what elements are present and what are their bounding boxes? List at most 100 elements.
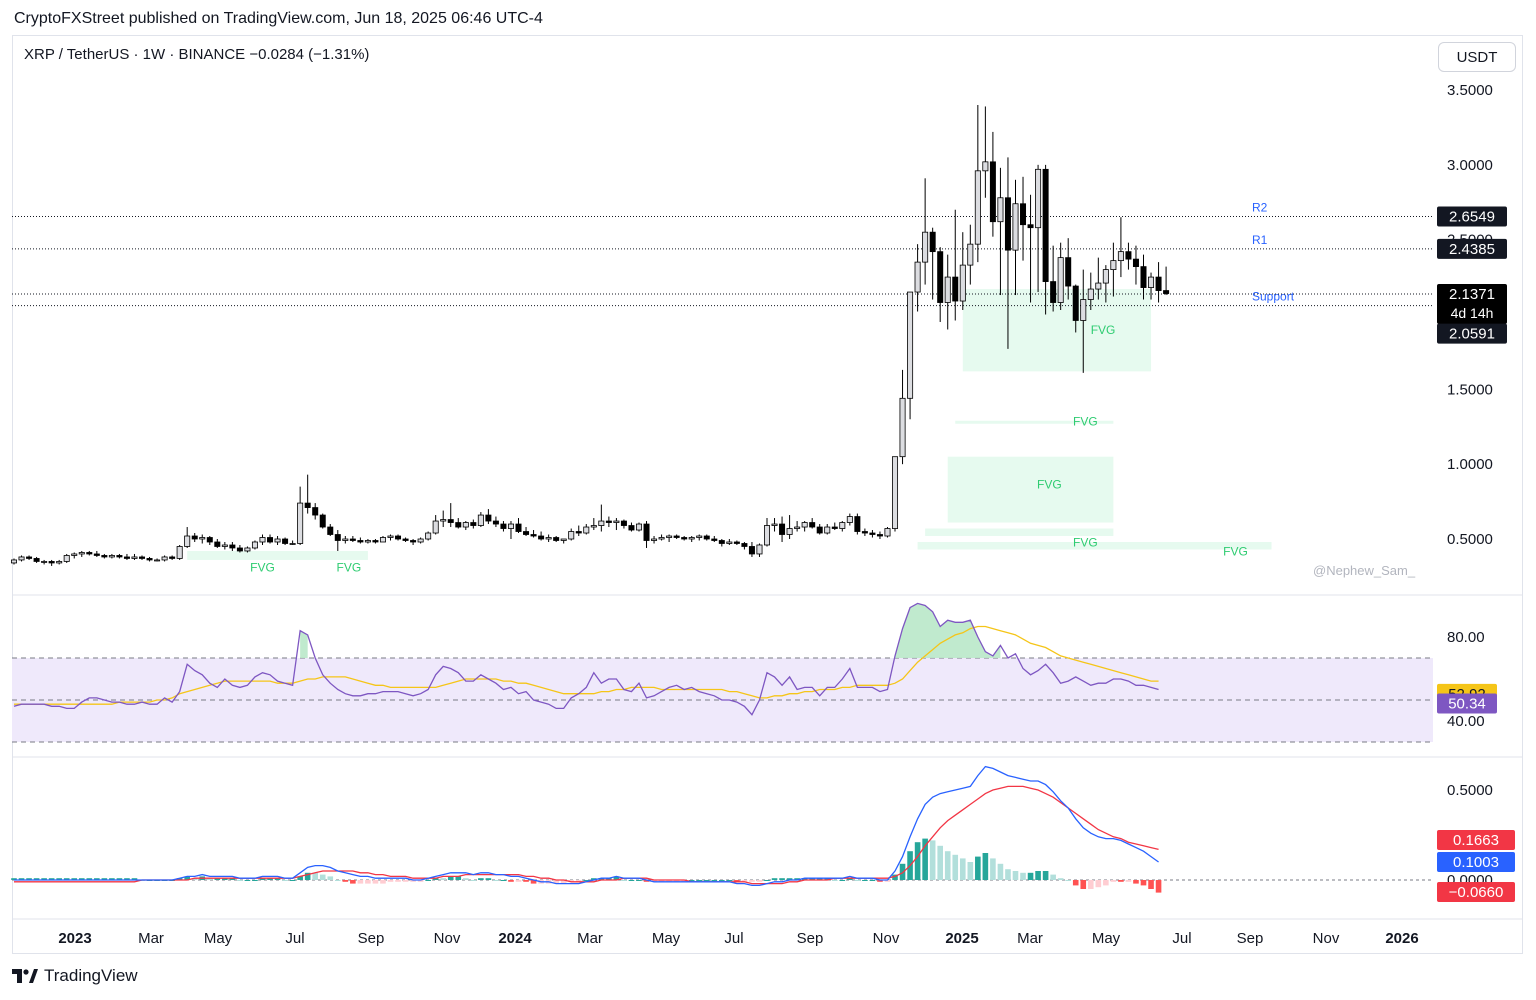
- candle: [688, 536, 695, 542]
- candle: [1004, 157, 1011, 349]
- candle-body-down: [869, 532, 876, 535]
- candle-body-down: [1140, 266, 1147, 288]
- macd-histogram-bar: [847, 878, 853, 880]
- time-axis-tick: Sep: [797, 930, 824, 947]
- fvg-label: FVG: [1223, 545, 1248, 559]
- candle: [628, 522, 635, 532]
- candle: [432, 515, 439, 535]
- fvg-label: FVG: [337, 560, 362, 574]
- candle: [1020, 176, 1027, 261]
- candle-body-down: [191, 535, 198, 540]
- candle: [485, 509, 492, 525]
- candle-body-down: [1125, 251, 1132, 260]
- candle-body-up: [635, 523, 642, 531]
- macd-histogram-bar: [621, 880, 627, 881]
- macd-histogram-bar: [282, 880, 288, 881]
- candle: [319, 513, 326, 529]
- macd-histogram-bar: [357, 880, 364, 884]
- candle: [718, 539, 725, 547]
- macd-histogram-bar: [711, 880, 718, 881]
- candle: [282, 537, 289, 545]
- countdown-tag: 4d 14h: [1451, 305, 1494, 321]
- candle-body-down: [116, 555, 123, 558]
- candle: [379, 536, 386, 543]
- candle: [86, 550, 93, 556]
- macd-value-tag: 0.1003: [1453, 854, 1499, 871]
- candle: [71, 552, 78, 559]
- fvg-zone: [917, 541, 1272, 550]
- level-label-support: Support: [1252, 290, 1295, 304]
- candle: [139, 555, 146, 560]
- candle-body-down: [304, 502, 311, 508]
- candle-body-down: [236, 547, 243, 552]
- symbol-legend[interactable]: XRP / TetherUS · 1W · BINANCE −0.0284 (−…: [24, 46, 370, 63]
- macd-histogram-bar: [779, 878, 785, 880]
- candle-body-up: [342, 538, 349, 541]
- candle: [711, 536, 718, 542]
- candle: [620, 519, 627, 529]
- candle: [18, 555, 25, 562]
- candle-body-down: [620, 520, 627, 526]
- candle-body-down: [643, 523, 650, 541]
- rsi-axis-tick: 80.00: [1447, 629, 1485, 646]
- candle: [357, 537, 364, 544]
- candle: [26, 555, 33, 560]
- time-axis-tick: 2026: [1385, 930, 1418, 947]
- candle: [297, 486, 304, 545]
- candle-body-up: [801, 522, 808, 528]
- candle-body-down: [312, 507, 319, 516]
- candle: [651, 536, 658, 544]
- candle: [854, 513, 861, 535]
- candle-body-up: [892, 456, 899, 529]
- candle: [643, 521, 650, 548]
- last-price-tag: 2.1371: [1449, 286, 1495, 303]
- fvg-zone: [947, 456, 1114, 523]
- candle-body-down: [282, 538, 289, 544]
- candle: [583, 524, 590, 535]
- candle: [440, 510, 447, 528]
- macd-histogram-bar: [191, 878, 198, 880]
- macd-histogram-bar: [824, 878, 831, 880]
- candle: [1057, 242, 1064, 311]
- candle-body-up: [688, 537, 695, 540]
- macd-histogram-bar: [244, 880, 251, 881]
- time-axis-tick: Mar: [138, 930, 164, 947]
- candle: [101, 553, 108, 559]
- candle-body-down: [538, 535, 545, 540]
- macd-histogram-bar: [990, 858, 996, 880]
- candle-body-down: [718, 540, 725, 544]
- time-axis-tick: Mar: [1017, 930, 1043, 947]
- macd-histogram-bar: [1057, 878, 1064, 880]
- candle: [1125, 242, 1132, 270]
- macd-histogram-bar: [794, 878, 800, 880]
- candle: [334, 530, 341, 551]
- macd-histogram-bar: [560, 880, 567, 884]
- time-axis-tick: May: [1092, 930, 1121, 947]
- candle: [477, 512, 484, 528]
- fvg-zones: FVG FVG FVG FVG FVG FVG FVG: [187, 289, 1272, 574]
- macd-histogram-bar: [116, 878, 123, 880]
- author-watermark: @Nephew_Sam_: [1313, 563, 1416, 578]
- candle: [462, 521, 469, 531]
- rsi-ma-line: [14, 625, 1159, 705]
- candle: [154, 558, 161, 562]
- macd-histogram-bar: [952, 854, 959, 880]
- candle-body-down: [1027, 224, 1034, 229]
- tradingview-brand[interactable]: TradingView: [12, 966, 138, 986]
- candle: [869, 530, 876, 538]
- candle: [206, 536, 213, 545]
- candle-body-down: [1042, 168, 1049, 282]
- currency-button[interactable]: USDT: [1438, 42, 1516, 72]
- candle-body-down: [711, 538, 718, 541]
- last-price-tag-bg: [1437, 283, 1507, 324]
- macd-histogram-bar: [297, 876, 303, 880]
- candle-body-up: [199, 537, 206, 540]
- macd-histogram-bar: [48, 878, 55, 880]
- candle-body-up: [462, 522, 469, 528]
- time-axis-tick: Nov: [873, 930, 900, 947]
- candle-body-up: [440, 519, 447, 522]
- candle-body-up: [1110, 260, 1117, 270]
- candle-body-up: [959, 264, 966, 302]
- candle: [1117, 217, 1124, 278]
